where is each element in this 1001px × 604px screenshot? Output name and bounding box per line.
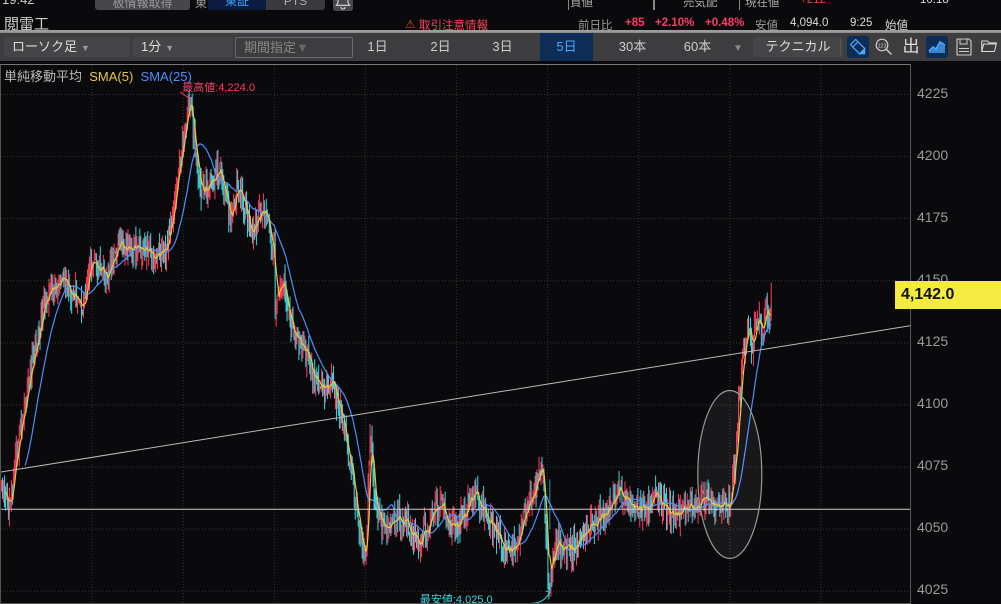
svg-text:123: 123 [878, 43, 887, 49]
svg-text:最安値:4,025.0: 最安値:4,025.0 [420, 592, 493, 604]
svg-text:最高値:4,224.0: 最高値:4,224.0 [182, 80, 255, 94]
